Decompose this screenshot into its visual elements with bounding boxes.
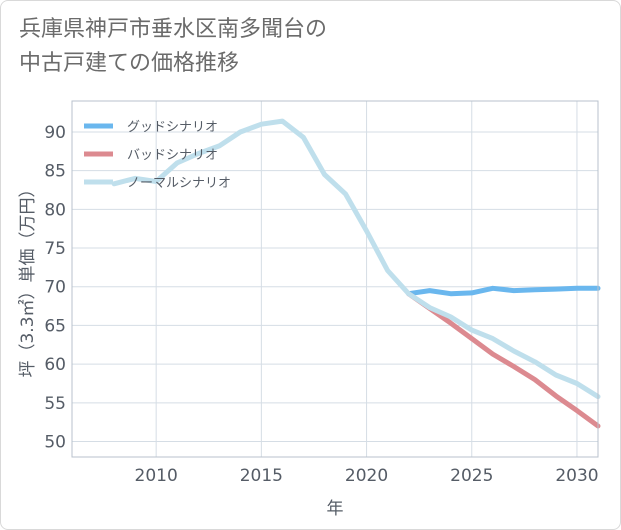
legend-normal-label: ノーマルシナリオ	[127, 176, 231, 191]
y-tick-label: 65	[44, 316, 66, 336]
y-tick-label: 60	[44, 355, 66, 375]
chart-title: 兵庫県神戸市垂水区南多聞台の 中古戸建ての価格推移	[19, 13, 327, 81]
x-tick-label: 2025	[450, 466, 493, 486]
x-axis-label: 年	[327, 499, 344, 519]
series-line-bad	[406, 291, 601, 429]
y-tick-label: 90	[44, 123, 66, 143]
y-tick-label: 85	[44, 162, 66, 182]
series-line-good	[406, 285, 601, 297]
y-tick-label: 80	[44, 200, 66, 220]
x-tick-label: 2015	[240, 466, 283, 486]
plot-frame	[71, 100, 599, 458]
y-tick-label: 75	[44, 239, 66, 259]
y-tick-label: 70	[44, 278, 66, 298]
series-lines	[111, 118, 601, 429]
tick-labels: 2010 2015 2020 2025 2030 50 55 60 65 70 75 80 85 90	[44, 123, 598, 486]
x-tick-label: 2030	[555, 466, 598, 486]
title-line-1: 兵庫県神戸市垂水区南多聞台の	[19, 17, 328, 42]
y-axis-label: 坪（3.3㎡）単価（万円）	[18, 180, 38, 377]
title-line-2: 中古戸建ての価格推移	[19, 51, 240, 76]
y-tick-label: 55	[44, 394, 66, 414]
y-tick-label: 50	[44, 433, 66, 453]
x-tick-label: 2020	[345, 466, 388, 486]
legend-bad-label: バッドシナリオ	[127, 148, 218, 163]
x-tick-label: 2010	[135, 466, 178, 486]
series-line-normal	[111, 118, 601, 400]
legend-good-label: グッドシナリオ	[127, 120, 218, 135]
